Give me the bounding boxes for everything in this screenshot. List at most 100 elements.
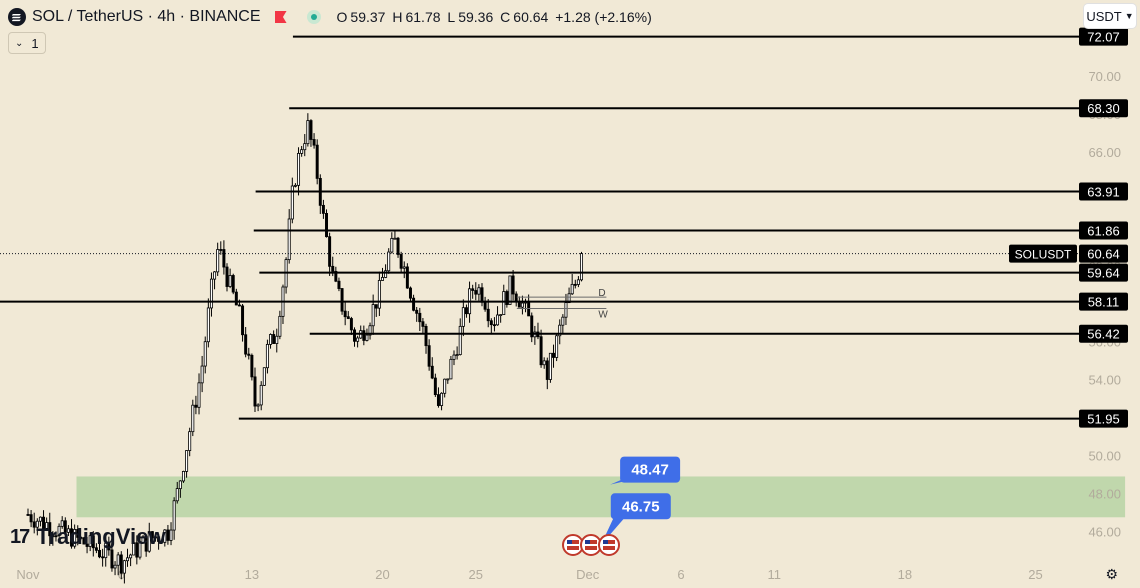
level-price-label-bg bbox=[1079, 99, 1128, 118]
level-price-label-bg bbox=[1079, 182, 1128, 201]
candle-down bbox=[505, 291, 509, 305]
level-price-label-bg bbox=[1079, 324, 1128, 343]
indicator-collapse-button[interactable]: ⌄ 1 bbox=[8, 32, 46, 54]
candle-down bbox=[511, 275, 515, 295]
candle-up bbox=[477, 287, 481, 295]
y-tick-label: 54.00 bbox=[1088, 373, 1121, 388]
level-price-label: 51.95 bbox=[1087, 412, 1120, 427]
candle-down bbox=[489, 320, 493, 326]
candle-down bbox=[309, 120, 313, 140]
candle-up bbox=[206, 307, 210, 343]
candle-down bbox=[464, 307, 468, 315]
flag-icon[interactable] bbox=[274, 11, 287, 23]
candle-up bbox=[104, 542, 108, 559]
candle-up bbox=[402, 266, 406, 269]
close-value: 60.64 bbox=[513, 9, 549, 25]
solana-logo-icon[interactable] bbox=[8, 8, 26, 26]
candle-down bbox=[433, 377, 437, 396]
candle-up bbox=[269, 334, 273, 345]
candle-down bbox=[241, 305, 245, 336]
candle-up bbox=[213, 271, 217, 280]
candle-down bbox=[231, 275, 235, 293]
candle-up bbox=[580, 253, 583, 281]
candle-down bbox=[76, 529, 80, 538]
change-value: +1.28 (+2.16%) bbox=[555, 9, 652, 25]
x-tick-label: 25 bbox=[1028, 567, 1042, 582]
candle-down bbox=[418, 312, 422, 323]
flag-canton bbox=[567, 540, 572, 544]
market-status-icon[interactable] bbox=[306, 10, 321, 24]
candle-down bbox=[312, 139, 316, 146]
candle-up bbox=[132, 542, 136, 556]
candle-up bbox=[303, 143, 307, 151]
candle-up bbox=[368, 325, 372, 336]
candle-up bbox=[175, 488, 179, 502]
candle-up bbox=[377, 280, 381, 309]
candle-down bbox=[343, 310, 347, 318]
candle-down bbox=[573, 283, 577, 286]
candle-up bbox=[371, 304, 375, 327]
candle-up bbox=[461, 307, 465, 327]
tradingview-logo[interactable]: 17 TradingView bbox=[10, 524, 165, 550]
candle-down bbox=[353, 329, 356, 342]
candle-up bbox=[35, 520, 39, 528]
chart-header: SOL / TetherUS · 4h · BINANCE O 59.37 H 61… bbox=[8, 6, 655, 28]
candle-down bbox=[135, 542, 139, 558]
candle-up bbox=[520, 302, 524, 308]
price-badge-label: 46.75 bbox=[622, 498, 660, 515]
candle-up bbox=[138, 542, 142, 558]
candle-down bbox=[48, 522, 52, 537]
candle-up bbox=[126, 557, 129, 562]
currency-label: USDT bbox=[1086, 8, 1122, 24]
level-price-label-bg bbox=[1079, 221, 1128, 240]
candle-down bbox=[166, 529, 170, 541]
candle-up bbox=[356, 337, 360, 342]
candle-up bbox=[380, 277, 384, 281]
level-price-label: 72.07 bbox=[1087, 30, 1120, 45]
price-badge bbox=[610, 493, 671, 520]
candle-up bbox=[256, 404, 260, 407]
y-tick-label: 70.00 bbox=[1088, 69, 1121, 84]
candle-up bbox=[449, 358, 453, 380]
candle-up bbox=[393, 237, 397, 240]
candle-up bbox=[455, 354, 459, 357]
candle-up bbox=[60, 520, 64, 527]
candle-down bbox=[119, 554, 123, 574]
candle-up bbox=[561, 316, 565, 326]
close-label: C bbox=[500, 9, 511, 25]
candle-up bbox=[191, 404, 195, 433]
candle-down bbox=[247, 353, 251, 356]
symbol-title[interactable]: SOL / TetherUS · 4h · BINANCE bbox=[32, 8, 261, 25]
candle-down bbox=[144, 536, 148, 552]
candle-up bbox=[365, 334, 369, 341]
candle-down bbox=[412, 297, 416, 311]
x-tick-label: 20 bbox=[375, 567, 389, 582]
candle-down bbox=[471, 288, 475, 291]
candle-down bbox=[334, 270, 338, 282]
candle-down bbox=[237, 304, 241, 307]
candle-down bbox=[399, 254, 403, 269]
gear-icon[interactable]: ⚙ bbox=[1105, 566, 1118, 582]
low-label: L bbox=[447, 9, 456, 25]
high-value: 61.78 bbox=[405, 9, 441, 25]
symbol-label-bg bbox=[1009, 244, 1077, 263]
candle-up bbox=[163, 529, 167, 543]
y-tick-label: 46.00 bbox=[1088, 525, 1121, 540]
candle-up bbox=[113, 564, 117, 569]
candle-up bbox=[169, 529, 173, 541]
candle-up bbox=[57, 525, 61, 537]
candle-up bbox=[181, 471, 185, 482]
candle-up bbox=[197, 382, 201, 408]
ohlc-readout: O 59.37 H 61.78 L 59.36 C 60.64 +1.28 (+2.16… bbox=[337, 9, 655, 25]
candle-down bbox=[340, 288, 344, 312]
candle-up bbox=[278, 315, 282, 337]
candle-up bbox=[558, 324, 562, 337]
candle-down bbox=[79, 537, 83, 539]
candle-down bbox=[483, 301, 487, 310]
daily-level-label: D bbox=[598, 288, 605, 299]
level-price-label: 68.30 bbox=[1087, 101, 1120, 116]
candle-up bbox=[185, 450, 189, 472]
currency-select[interactable]: USDT ▼ bbox=[1084, 4, 1136, 28]
x-tick-label: Nov bbox=[16, 567, 40, 582]
